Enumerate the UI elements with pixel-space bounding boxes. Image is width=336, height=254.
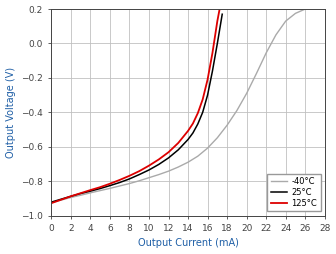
- 125°C: [167, 151, 171, 154]
- 25°C: [118, 181, 122, 184]
- -40°C: [98, 189, 102, 192]
- 125°C: [191, 122, 195, 125]
- 125°C: [49, 202, 53, 205]
- 25°C: [137, 173, 141, 176]
- -40°C: [176, 166, 180, 169]
- 25°C: [98, 187, 102, 190]
- -40°C: [293, 12, 297, 15]
- 125°C: [186, 129, 190, 132]
- Line: 25°C: 25°C: [51, 14, 222, 202]
- 25°C: [201, 111, 205, 114]
- -40°C: [274, 33, 278, 36]
- -40°C: [303, 8, 307, 11]
- 125°C: [210, 51, 214, 54]
- 25°C: [167, 156, 171, 160]
- -40°C: [88, 191, 92, 194]
- 125°C: [217, 9, 221, 12]
- 125°C: [215, 20, 219, 23]
- 25°C: [220, 13, 224, 16]
- X-axis label: Output Current (mA): Output Current (mA): [138, 239, 239, 248]
- -40°C: [264, 51, 268, 54]
- -40°C: [79, 194, 83, 197]
- 25°C: [108, 184, 112, 187]
- -40°C: [215, 136, 219, 139]
- -40°C: [157, 173, 161, 176]
- -40°C: [69, 196, 73, 199]
- 125°C: [69, 195, 73, 198]
- -40°C: [118, 184, 122, 187]
- 25°C: [127, 177, 131, 180]
- -40°C: [59, 199, 63, 202]
- -40°C: [196, 155, 200, 158]
- Line: 125°C: 125°C: [51, 11, 219, 203]
- Legend: -40°C, 25°C, 125°C: -40°C, 25°C, 125°C: [267, 173, 321, 211]
- Line: -40°C: -40°C: [51, 9, 305, 203]
- -40°C: [108, 187, 112, 190]
- 125°C: [201, 98, 205, 101]
- 125°C: [118, 178, 122, 181]
- 125°C: [59, 198, 63, 201]
- 25°C: [215, 42, 219, 45]
- -40°C: [186, 161, 190, 164]
- -40°C: [127, 182, 131, 185]
- -40°C: [137, 179, 141, 182]
- Y-axis label: Output Voltage (V): Output Voltage (V): [6, 67, 15, 158]
- 125°C: [108, 182, 112, 185]
- 125°C: [137, 170, 141, 173]
- -40°C: [284, 20, 288, 23]
- 125°C: [88, 188, 92, 192]
- 25°C: [79, 192, 83, 195]
- 125°C: [79, 192, 83, 195]
- 125°C: [98, 186, 102, 189]
- 25°C: [49, 201, 53, 204]
- -40°C: [49, 201, 53, 204]
- 25°C: [157, 163, 161, 166]
- -40°C: [254, 72, 258, 75]
- 125°C: [196, 112, 200, 115]
- -40°C: [225, 124, 229, 127]
- -40°C: [167, 170, 171, 173]
- 125°C: [127, 174, 131, 177]
- -40°C: [206, 147, 210, 150]
- 25°C: [176, 148, 180, 151]
- 25°C: [147, 168, 151, 171]
- 25°C: [196, 122, 200, 125]
- 125°C: [176, 141, 180, 145]
- -40°C: [245, 92, 249, 95]
- -40°C: [235, 109, 239, 112]
- -40°C: [147, 176, 151, 179]
- 25°C: [59, 198, 63, 201]
- 125°C: [206, 78, 210, 81]
- 25°C: [69, 195, 73, 198]
- 25°C: [191, 131, 195, 134]
- 125°C: [157, 158, 161, 161]
- 25°C: [186, 138, 190, 141]
- 125°C: [147, 164, 151, 167]
- 25°C: [206, 93, 210, 97]
- 25°C: [210, 70, 214, 73]
- 25°C: [88, 189, 92, 193]
